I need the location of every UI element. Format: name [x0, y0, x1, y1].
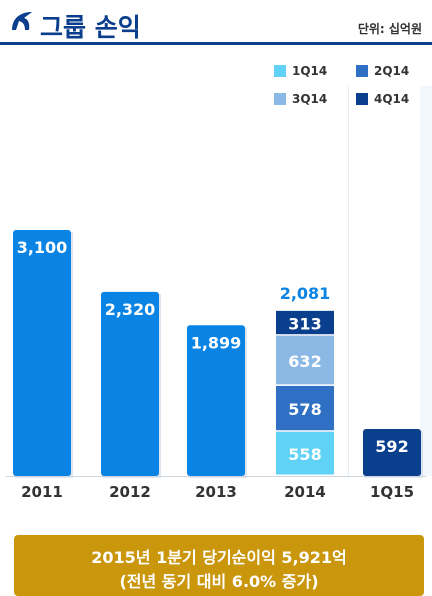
bar-total-label-2014: 2,081	[280, 284, 331, 303]
page-title: 그룹 손익	[40, 13, 141, 42]
separator-line	[348, 86, 349, 476]
legend-item-4q14: 4Q14	[356, 92, 409, 106]
bar-chart: 3,100 2011 2,320 2012 1,899 2013 558 578 632 313 2…	[6, 86, 432, 501]
bar-segment-divider-3q14	[276, 384, 334, 386]
bar-segment-label-2q14: 578	[288, 400, 321, 419]
bar-segment-divider-2q14	[276, 430, 334, 432]
legend-label-3q14: 3Q14	[292, 92, 328, 106]
right-panel-shade	[420, 86, 432, 476]
legend-swatch-2q14	[356, 65, 368, 77]
legend-item-3q14: 3Q14	[274, 92, 327, 106]
summary-line-2: (전년 동기 대비 6.0% 증가)	[119, 572, 319, 591]
bar-value-label-2013: 1,899	[191, 333, 242, 352]
bar-segment-label-4q14: 313	[288, 314, 321, 333]
bar-segment-label-1q14: 558	[288, 445, 321, 464]
summary-banner: 2015년 1분기 당기순이익 5,921억 (전년 동기 대비 6.0% 증가…	[14, 535, 424, 596]
bar-segment-label-3q14: 632	[288, 352, 321, 371]
legend-label-1q14: 1Q14	[292, 64, 328, 78]
x-tick-label-2014: 2014	[284, 483, 326, 501]
bar-segment-1q14	[276, 431, 334, 476]
bar-segment-divider-4q14	[276, 334, 334, 336]
header: 그룹 손익 단위: 십억원	[0, 0, 432, 46]
bar-2011	[13, 230, 71, 476]
legend-label-2q14: 2Q14	[374, 64, 410, 78]
bar-2013	[187, 325, 245, 476]
legend-swatch-4q14	[356, 93, 368, 105]
x-tick-label-2011: 2011	[21, 483, 63, 501]
bar-segment-3q14	[276, 335, 334, 386]
brand-logo-icon	[12, 12, 32, 30]
x-tick-label-2013: 2013	[195, 483, 237, 501]
legend-item-2q14: 2Q14	[356, 64, 409, 78]
bar-segment-2q14	[276, 385, 334, 432]
x-axis-baseline	[6, 476, 426, 477]
legend-label-4q14: 4Q14	[374, 92, 410, 106]
bar-1q15	[363, 429, 421, 476]
bar-segment-4q14	[276, 310, 334, 336]
legend-item-1q14: 1Q14	[274, 64, 327, 78]
bar-value-label-2011: 3,100	[17, 238, 68, 257]
x-tick-label-2012: 2012	[109, 483, 151, 501]
legend-swatch-3q14	[274, 93, 286, 105]
bar-2012	[101, 291, 159, 476]
unit-label: 단위: 십억원	[357, 22, 422, 36]
bar-value-label-2012: 2,320	[105, 300, 156, 319]
bar-segment-divider-1q14	[276, 474, 334, 476]
x-tick-label-1q15: 1Q15	[370, 483, 414, 501]
summary-line-1: 2015년 1분기 당기순이익 5,921억	[91, 548, 347, 567]
legend-swatch-1q14	[274, 65, 286, 77]
title-rule	[0, 42, 432, 45]
bar-value-label-1q15: 592	[375, 437, 408, 456]
